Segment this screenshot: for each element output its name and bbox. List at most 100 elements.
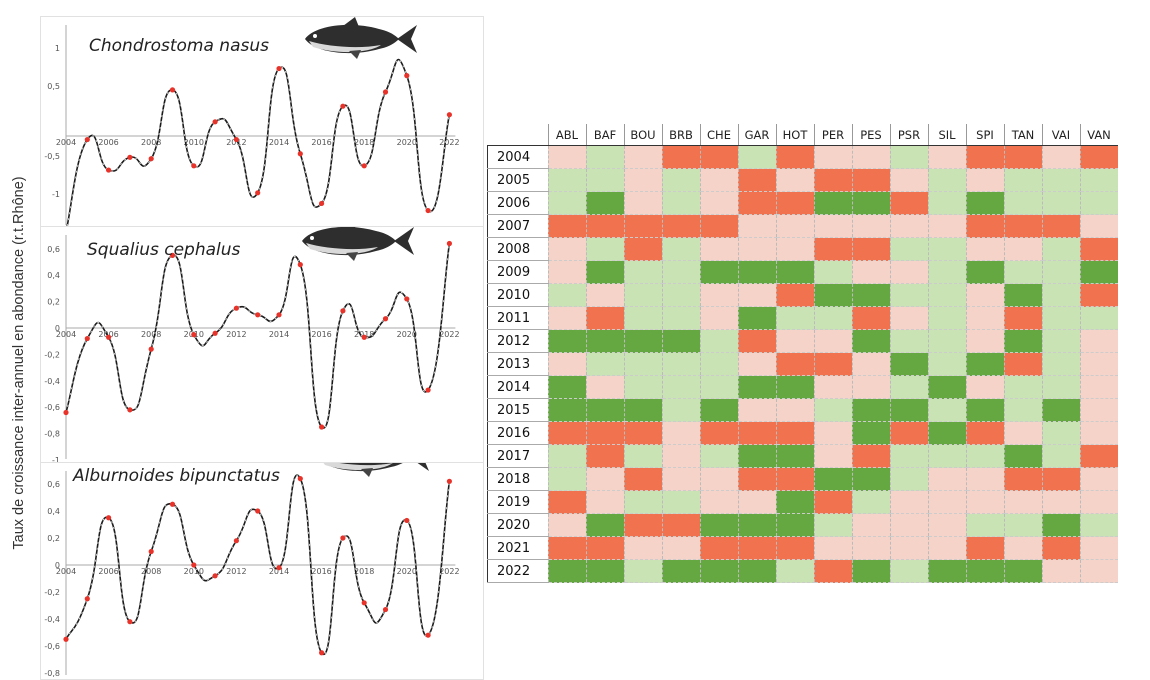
data-point bbox=[148, 346, 154, 352]
heatmap-cell bbox=[851, 260, 890, 284]
heatmap-cell bbox=[1041, 444, 1080, 468]
heatmap-cell bbox=[775, 145, 814, 169]
heatmap-cell bbox=[1079, 536, 1118, 560]
heatmap-cell bbox=[623, 513, 662, 537]
heatmap-cell bbox=[1041, 237, 1080, 261]
heatmap-cell bbox=[1003, 214, 1042, 238]
data-point bbox=[255, 508, 261, 514]
heatmap-cell bbox=[851, 329, 890, 353]
x-tick-label: 2004 bbox=[56, 567, 76, 576]
heatmap-cell bbox=[737, 444, 776, 468]
heatmap-cell bbox=[889, 467, 928, 491]
heatmap-cell bbox=[737, 421, 776, 445]
heatmap-cell bbox=[547, 329, 586, 353]
heatmap-row: 2007 bbox=[487, 214, 1118, 238]
heatmap-cell bbox=[775, 375, 814, 399]
heatmap-cell bbox=[927, 329, 966, 353]
heatmap-cell bbox=[965, 168, 1004, 192]
data-point bbox=[276, 65, 282, 72]
heatmap-cell bbox=[547, 191, 586, 215]
heatmap-cell bbox=[851, 421, 890, 445]
heatmap-cell bbox=[965, 398, 1004, 422]
heatmap-cell bbox=[661, 352, 700, 376]
heatmap-cell bbox=[547, 306, 586, 330]
heatmap-cell bbox=[585, 145, 624, 169]
heatmap-cell bbox=[775, 237, 814, 261]
heatmap-cell bbox=[623, 260, 662, 284]
heatmap-corner bbox=[487, 124, 548, 146]
heatmap-cell bbox=[737, 329, 776, 353]
heatmap-cell bbox=[737, 559, 776, 583]
heatmap-cell bbox=[623, 191, 662, 215]
data-point bbox=[191, 163, 197, 169]
row-header-year: 2014 bbox=[487, 375, 548, 399]
heatmap-cell bbox=[813, 490, 852, 514]
heatmap-cell bbox=[623, 329, 662, 353]
data-point bbox=[191, 332, 197, 338]
x-tick-label: 2014 bbox=[269, 567, 289, 576]
data-point bbox=[319, 650, 325, 656]
x-tick-label: 2016 bbox=[311, 330, 331, 339]
heatmap-cell bbox=[661, 237, 700, 261]
heatmap-cell bbox=[927, 306, 966, 330]
heatmap-cell bbox=[699, 444, 738, 468]
heatmap-cell bbox=[699, 398, 738, 422]
row-header-year: 2016 bbox=[487, 421, 548, 445]
y-tick-label: -0,2 bbox=[44, 588, 60, 597]
heatmap-cell bbox=[699, 375, 738, 399]
heatmap-row: 2004 bbox=[487, 145, 1118, 169]
y-tick-label: -0,5 bbox=[44, 152, 60, 161]
x-tick-label: 2014 bbox=[269, 330, 289, 339]
x-tick-label: 2022 bbox=[439, 138, 459, 147]
data-point bbox=[127, 154, 133, 160]
x-tick-label: 2018 bbox=[354, 330, 374, 339]
heatmap-cell bbox=[1003, 283, 1042, 307]
data-point bbox=[297, 476, 303, 482]
heatmap-cell bbox=[1041, 283, 1080, 307]
heatmap-row: 2016 bbox=[487, 421, 1118, 445]
x-tick-label: 2016 bbox=[311, 567, 331, 576]
heatmap-cell bbox=[927, 352, 966, 376]
heatmap-cell bbox=[547, 352, 586, 376]
data-point bbox=[425, 632, 431, 638]
y-tick-label: 0 bbox=[55, 324, 60, 333]
column-header: GAR bbox=[737, 124, 776, 146]
heatmap-cell bbox=[1041, 191, 1080, 215]
heatmap-cell bbox=[585, 467, 624, 491]
heatmap-cell bbox=[965, 191, 1004, 215]
heatmap-cell bbox=[737, 237, 776, 261]
heatmap-cell bbox=[889, 306, 928, 330]
heatmap-cell bbox=[927, 191, 966, 215]
data-point bbox=[212, 330, 218, 336]
row-header-year: 2021 bbox=[487, 536, 548, 560]
heatmap-cell bbox=[737, 398, 776, 422]
row-header-year: 2018 bbox=[487, 467, 548, 491]
heatmap-cell bbox=[965, 329, 1004, 353]
x-tick-label: 2022 bbox=[439, 567, 459, 576]
heatmap-cell bbox=[699, 559, 738, 583]
x-tick-label: 2010 bbox=[184, 138, 204, 147]
series-line-texture bbox=[65, 243, 450, 429]
y-tick-label: 0,6 bbox=[47, 245, 60, 254]
heatmap-cell bbox=[813, 306, 852, 330]
heatmap-cell bbox=[927, 559, 966, 583]
heatmap-cell bbox=[965, 513, 1004, 537]
heatmap-cell bbox=[585, 398, 624, 422]
data-point bbox=[297, 151, 303, 157]
heatmap-cell bbox=[775, 329, 814, 353]
data-point bbox=[63, 636, 69, 642]
row-header-year: 2015 bbox=[487, 398, 548, 422]
x-tick-label: 2012 bbox=[226, 138, 246, 147]
heatmap-cell bbox=[927, 260, 966, 284]
data-point bbox=[361, 334, 367, 340]
data-point bbox=[169, 252, 176, 258]
heatmap-cell bbox=[585, 513, 624, 537]
heatmap-cell bbox=[585, 536, 624, 560]
heatmap-cell bbox=[851, 467, 890, 491]
heatmap-cell bbox=[661, 490, 700, 514]
heatmap-cell bbox=[851, 490, 890, 514]
heatmap-cell bbox=[661, 536, 700, 560]
y-tick-label: 0,2 bbox=[47, 534, 60, 543]
y-tick-label: -0,2 bbox=[44, 350, 60, 359]
y-tick-label: 0 bbox=[55, 561, 60, 570]
